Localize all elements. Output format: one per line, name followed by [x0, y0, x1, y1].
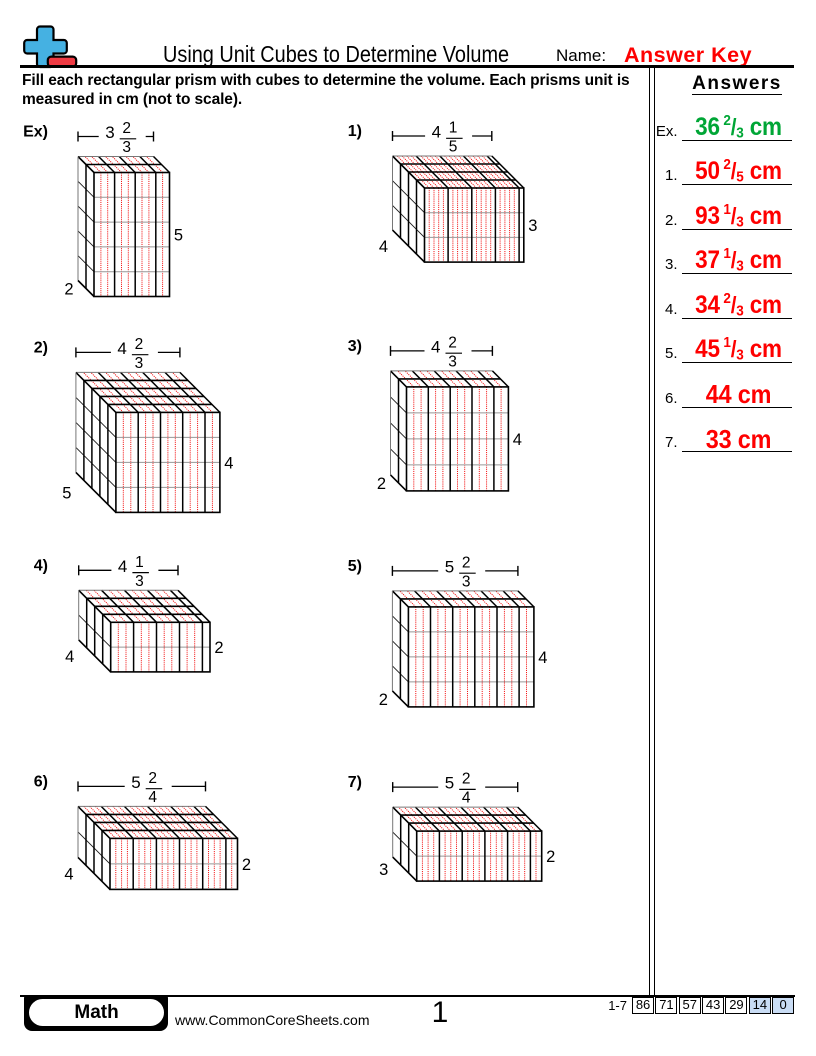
svg-text:7): 7)	[348, 774, 362, 791]
svg-text:2: 2	[448, 334, 457, 351]
svg-text:5: 5	[174, 227, 183, 245]
svg-text:2: 2	[546, 848, 555, 866]
svg-text:2: 2	[462, 554, 471, 571]
svg-text:2: 2	[377, 475, 386, 493]
svg-text:4: 4	[118, 557, 127, 576]
svg-text:3: 3	[448, 353, 457, 370]
svg-text:4: 4	[117, 339, 126, 358]
svg-text:3: 3	[462, 573, 471, 590]
svg-text:3: 3	[105, 123, 114, 142]
svg-text:4: 4	[379, 238, 388, 256]
svg-text:1: 1	[449, 120, 458, 137]
svg-text:3: 3	[135, 355, 144, 372]
svg-text:2: 2	[379, 691, 388, 709]
svg-text:2: 2	[214, 639, 223, 657]
svg-text:3: 3	[135, 573, 144, 590]
svg-text:1): 1)	[348, 123, 362, 140]
svg-text:3: 3	[122, 139, 131, 156]
svg-text:2: 2	[135, 336, 144, 353]
svg-text:4: 4	[65, 648, 74, 666]
svg-text:4): 4)	[34, 557, 48, 574]
svg-text:4: 4	[64, 865, 73, 883]
svg-text:5: 5	[131, 773, 140, 792]
svg-text:4: 4	[431, 337, 440, 356]
svg-text:2): 2)	[34, 339, 48, 356]
svg-text:4: 4	[224, 454, 233, 472]
svg-text:5): 5)	[348, 558, 362, 575]
svg-text:2: 2	[148, 770, 157, 787]
svg-text:Ex): Ex)	[23, 124, 48, 141]
svg-text:5: 5	[62, 484, 71, 502]
svg-text:4: 4	[462, 790, 471, 807]
svg-text:4: 4	[538, 649, 547, 667]
svg-text:2: 2	[242, 856, 251, 874]
svg-text:3: 3	[379, 861, 388, 879]
svg-text:2: 2	[122, 120, 131, 137]
svg-text:3: 3	[528, 217, 537, 235]
svg-text:4: 4	[513, 431, 522, 449]
svg-text:4: 4	[148, 789, 157, 806]
svg-text:5: 5	[449, 139, 458, 156]
svg-text:3): 3)	[348, 338, 362, 355]
svg-text:5: 5	[445, 557, 454, 576]
svg-text:2: 2	[64, 281, 73, 299]
svg-text:1: 1	[135, 554, 144, 571]
svg-text:6): 6)	[34, 773, 48, 790]
svg-text:2: 2	[462, 771, 471, 788]
svg-text:5: 5	[445, 774, 454, 793]
svg-text:4: 4	[432, 123, 441, 142]
